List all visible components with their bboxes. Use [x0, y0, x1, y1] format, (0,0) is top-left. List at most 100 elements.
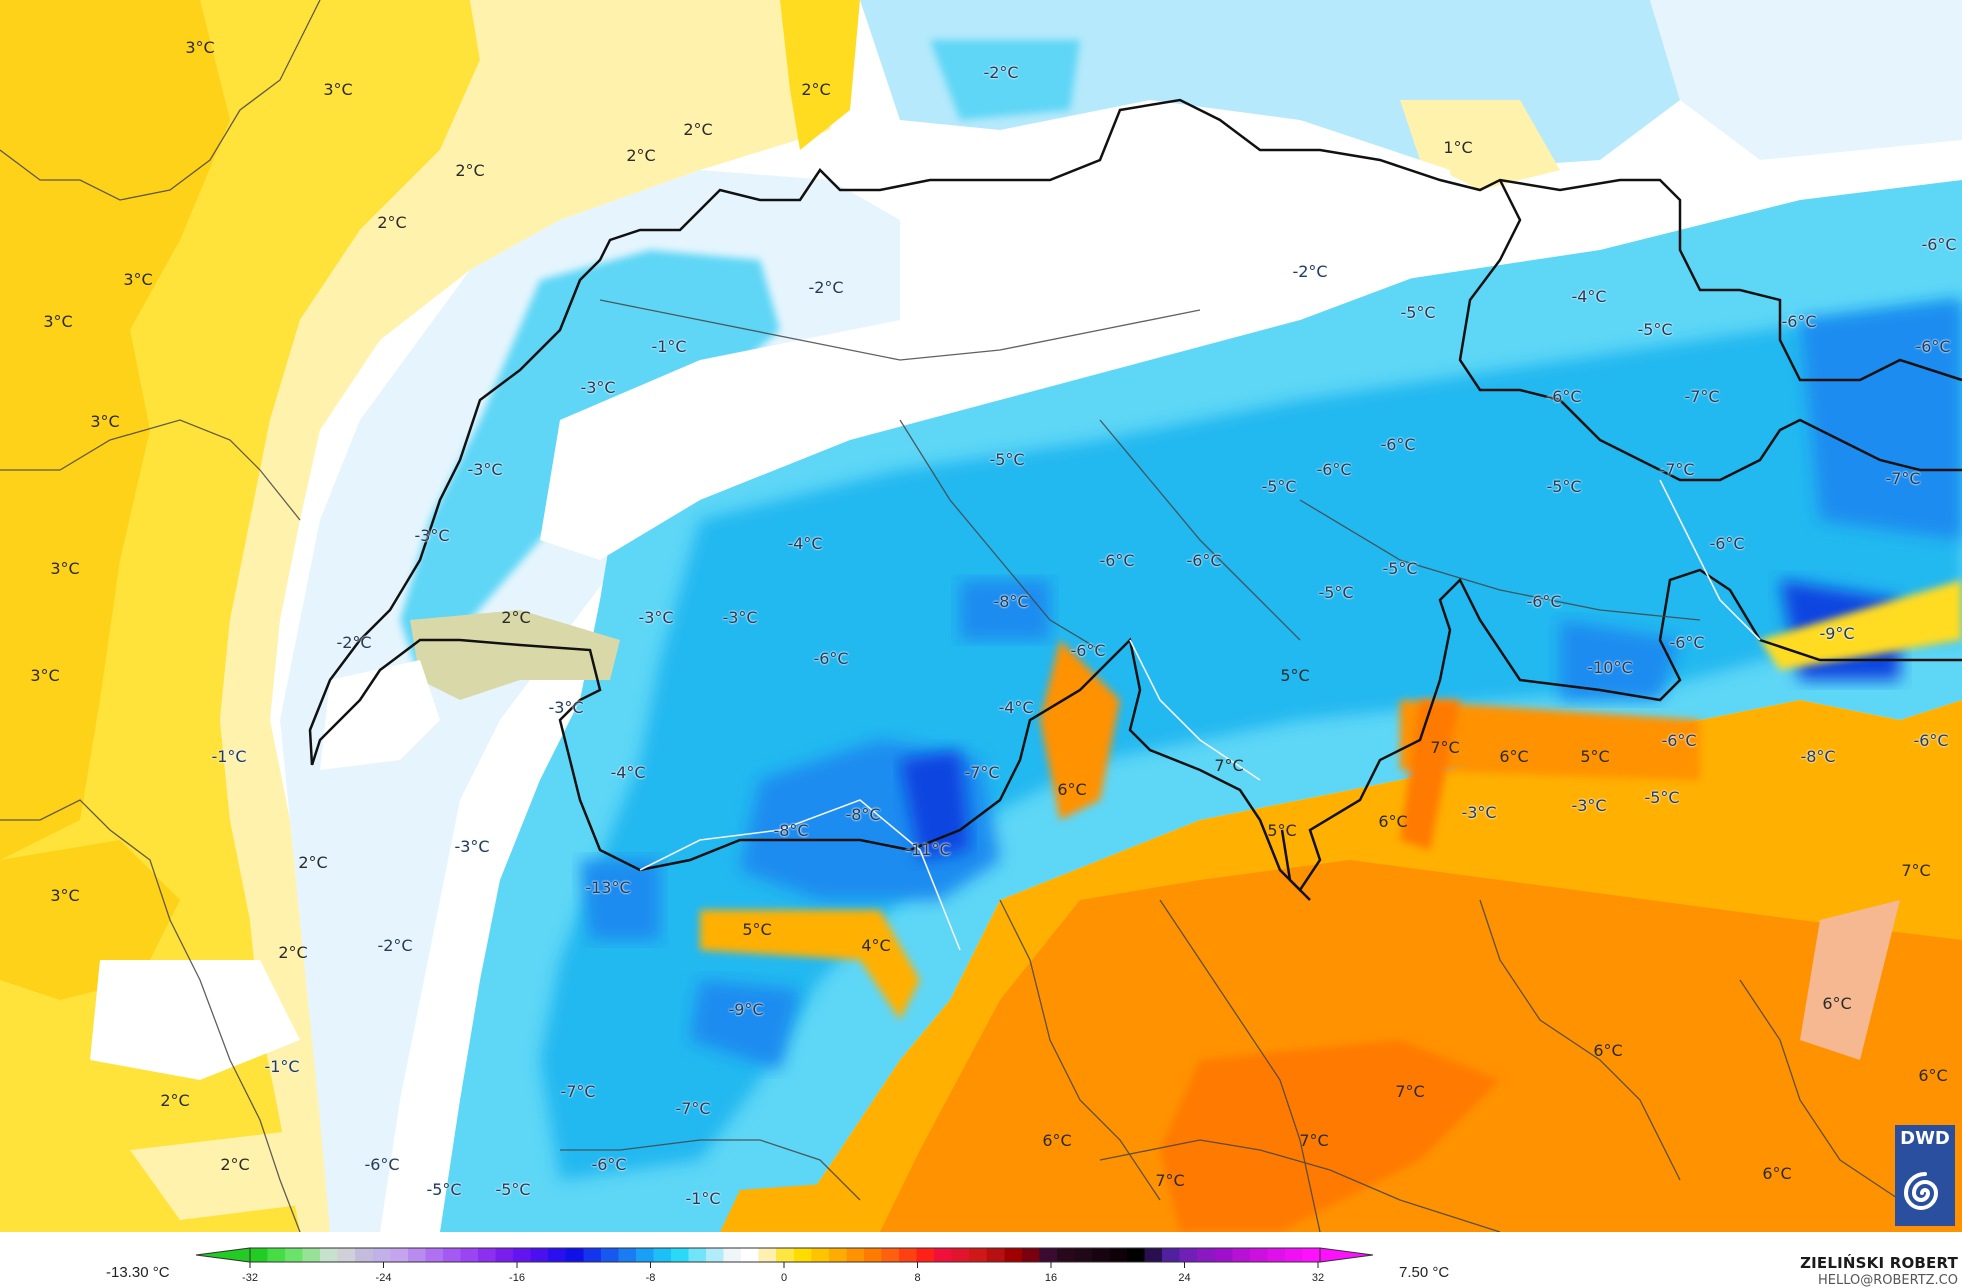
temperature-label: -6°C [1669, 633, 1705, 652]
temperature-label: -2°C [983, 63, 1019, 82]
colorbar-min-arrow [195, 1247, 251, 1263]
temperature-label: -2°C [377, 936, 413, 955]
temperature-label: -13°C [585, 878, 631, 897]
colorbar-max-arrow [1319, 1247, 1374, 1263]
temperature-label: 2°C [298, 853, 328, 872]
temperature-label: -5°C [989, 450, 1025, 469]
temperature-label: -3°C [1571, 796, 1607, 815]
temperature-label: -8°C [993, 592, 1029, 611]
temperature-label: -1°C [651, 337, 687, 356]
temperature-label: -6°C [1915, 337, 1951, 356]
temperature-label: -6°C [591, 1155, 627, 1174]
map-color-field [0, 0, 1962, 1232]
temperature-label: 2°C [220, 1155, 250, 1174]
temperature-label: -4°C [787, 534, 823, 553]
colorbar-tick-label: -16 [509, 1272, 525, 1284]
colorbar-tick-label: -8 [645, 1272, 656, 1284]
author-name: ZIELIŃSKI ROBERT [1800, 1254, 1958, 1272]
temperature-label: -1°C [211, 747, 247, 766]
temperature-label: -7°C [1885, 469, 1921, 488]
temperature-label: -4°C [1571, 287, 1607, 306]
temperature-label: -8°C [1800, 747, 1836, 766]
temperature-label: 6°C [1378, 812, 1408, 831]
temperature-label: 7°C [1214, 756, 1244, 775]
temperature-label: 1°C [1443, 138, 1473, 157]
temperature-label: -5°C [1382, 559, 1418, 578]
temperature-label: 5°C [1267, 821, 1297, 840]
temperature-label: 2°C [801, 80, 831, 99]
colorbar-max-value: 7.50 °C [1399, 1264, 1450, 1281]
temperature-label: -4°C [998, 698, 1034, 717]
dwd-logo-text: DWD [1900, 1128, 1950, 1149]
temperature-label: 6°C [1762, 1164, 1792, 1183]
temperature-label: -10°C [1587, 658, 1633, 677]
temperature-label: 6°C [1593, 1041, 1623, 1060]
temperature-label: 2°C [683, 120, 713, 139]
temperature-label: 6°C [1057, 780, 1087, 799]
temperature-label: -6°C [1661, 731, 1697, 750]
temperature-label: -5°C [1261, 477, 1297, 496]
temperature-label: 4°C [861, 936, 891, 955]
dwd-logo: DWD [1895, 1125, 1955, 1226]
temperature-label: 3°C [50, 886, 80, 905]
temperature-label: -3°C [414, 526, 450, 545]
temperature-label: -2°C [808, 278, 844, 297]
temperature-label: 6°C [1822, 994, 1852, 1013]
temperature-label: 7°C [1901, 861, 1931, 880]
colorbar-tick-label: 8 [914, 1272, 921, 1284]
temperature-label: -8°C [845, 805, 881, 824]
temperature-label: -3°C [454, 837, 490, 856]
temperature-label: 6°C [1918, 1066, 1948, 1085]
temperature-label: -4°C [610, 763, 646, 782]
temperature-label: 2°C [278, 943, 308, 962]
temperature-label: -5°C [1400, 303, 1436, 322]
temperature-label: -6°C [1781, 312, 1817, 331]
temperature-label: -6°C [364, 1155, 400, 1174]
temperature-label: 7°C [1155, 1171, 1185, 1190]
temperature-label: -5°C [495, 1180, 531, 1199]
temperature-label: -7°C [560, 1082, 596, 1101]
temperature-label: -3°C [638, 608, 674, 627]
colorbar-tick-label: 0 [780, 1272, 788, 1284]
colorbar [195, 1247, 1374, 1268]
temperature-label: 3°C [323, 80, 353, 99]
temperature-label: -9°C [1819, 624, 1855, 643]
temperature-label: 6°C [1042, 1131, 1072, 1150]
temperature-label: -6°C [1316, 460, 1352, 479]
colorbar-tick-label: 32 [1311, 1272, 1325, 1284]
colorbar-tick-label: -24 [375, 1272, 392, 1284]
temperature-label: 3°C [123, 270, 153, 289]
temperature-label: -7°C [1659, 460, 1695, 479]
colorbar-min-value: -13.30 °C [106, 1264, 170, 1281]
temperature-label: -1°C [685, 1189, 721, 1208]
temperature-label: 6°C [1499, 747, 1529, 766]
temperature-label: -5°C [1546, 477, 1582, 496]
colorbar-bar [249, 1247, 1321, 1263]
temperature-label: -2°C [336, 633, 372, 652]
temperature-label: 7°C [1299, 1131, 1329, 1150]
temperature-label: -2°C [1292, 262, 1328, 281]
temperature-label: -3°C [580, 378, 616, 397]
temperature-label: -6°C [1921, 235, 1957, 254]
temperature-label: 5°C [1580, 747, 1610, 766]
temperature-label: -1°C [264, 1057, 300, 1076]
temperature-label: 5°C [742, 920, 772, 939]
temperature-label: -7°C [1684, 387, 1720, 406]
temperature-label: -7°C [964, 763, 1000, 782]
author-email: HELLO@ROBERTZ.CO [1817, 1273, 1958, 1288]
temperature-label: -6°C [1546, 387, 1582, 406]
temperature-label: 2°C [626, 146, 656, 165]
temperature-label: -6°C [1526, 592, 1562, 611]
temperature-label: -6°C [1099, 551, 1135, 570]
temperature-map: 3°C 3°C 2°C -2°C 2°C 2°C 2°C 1°C 2°C 3°C -2°C -2°C -… [0, 0, 1962, 1233]
temperature-label: 3°C [50, 559, 80, 578]
temperature-label: -3°C [467, 460, 503, 479]
temperature-label: -6°C [1913, 731, 1949, 750]
temperature-label: 3°C [90, 412, 120, 431]
temperature-label: -11°C [905, 840, 951, 859]
colorbar-tick-label: -32 [242, 1272, 258, 1284]
temperature-label: 3°C [185, 38, 215, 57]
temperature-label: -6°C [1070, 641, 1106, 660]
temperature-label: 2°C [501, 608, 531, 627]
colorbar-footer: -32 -24 -16 -8 0 8 16 24 32 [0, 1232, 1962, 1287]
